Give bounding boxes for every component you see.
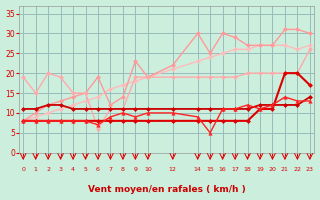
X-axis label: Vent moyen/en rafales ( km/h ): Vent moyen/en rafales ( km/h ) — [88, 185, 245, 194]
